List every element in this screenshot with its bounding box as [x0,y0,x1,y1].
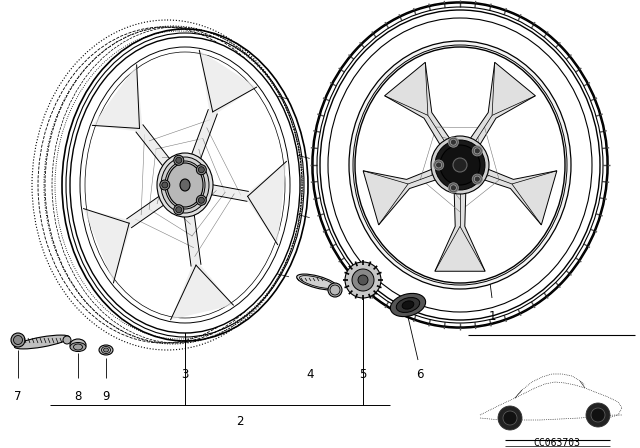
Text: 1: 1 [488,310,496,323]
Ellipse shape [70,37,300,333]
Ellipse shape [431,136,489,194]
Circle shape [498,406,522,430]
Polygon shape [171,206,234,320]
Circle shape [474,176,480,182]
Circle shape [449,183,458,193]
Circle shape [503,411,517,425]
Ellipse shape [70,339,86,351]
Ellipse shape [390,293,426,317]
Ellipse shape [99,345,113,355]
Circle shape [434,160,444,170]
Text: 2: 2 [236,415,244,428]
Polygon shape [466,62,536,152]
Circle shape [472,146,483,156]
Circle shape [345,262,381,298]
Ellipse shape [173,155,184,165]
Polygon shape [435,185,485,271]
Polygon shape [202,161,287,245]
Ellipse shape [328,283,342,297]
Ellipse shape [312,2,608,328]
Ellipse shape [355,47,565,283]
Text: 9: 9 [102,390,109,403]
Polygon shape [363,165,445,225]
Ellipse shape [402,301,414,309]
Ellipse shape [11,333,25,347]
Circle shape [472,174,483,184]
Ellipse shape [167,163,203,207]
Circle shape [451,185,456,191]
Circle shape [451,139,456,145]
Ellipse shape [13,336,22,345]
Circle shape [449,137,458,147]
Text: 3: 3 [181,368,189,381]
Ellipse shape [396,297,420,312]
Ellipse shape [15,335,70,349]
Circle shape [474,148,480,154]
Circle shape [436,162,442,168]
Ellipse shape [173,205,184,215]
Text: 7: 7 [14,390,22,403]
Ellipse shape [349,41,571,289]
Circle shape [358,275,368,285]
Text: 8: 8 [74,390,82,403]
Ellipse shape [165,161,205,209]
Ellipse shape [440,145,480,185]
Polygon shape [188,50,257,168]
Circle shape [591,408,605,422]
Text: CC063703: CC063703 [534,438,580,448]
Ellipse shape [435,140,485,190]
Polygon shape [84,191,172,283]
Circle shape [453,158,467,172]
Polygon shape [92,65,175,173]
Ellipse shape [198,197,204,203]
Ellipse shape [160,180,170,190]
Text: 6: 6 [416,368,424,381]
Polygon shape [385,62,454,152]
Ellipse shape [157,153,213,217]
Circle shape [586,403,610,427]
Text: 4: 4 [307,368,314,381]
Circle shape [352,269,374,291]
Ellipse shape [180,179,190,191]
Ellipse shape [198,167,204,173]
Text: 5: 5 [359,368,367,381]
Ellipse shape [162,182,168,188]
Ellipse shape [104,348,109,352]
Ellipse shape [176,157,182,163]
Ellipse shape [196,195,206,205]
Ellipse shape [161,157,209,213]
Ellipse shape [176,207,182,213]
Ellipse shape [297,274,337,290]
Polygon shape [475,165,557,225]
Ellipse shape [63,336,71,344]
Ellipse shape [196,165,206,175]
Ellipse shape [70,343,86,352]
